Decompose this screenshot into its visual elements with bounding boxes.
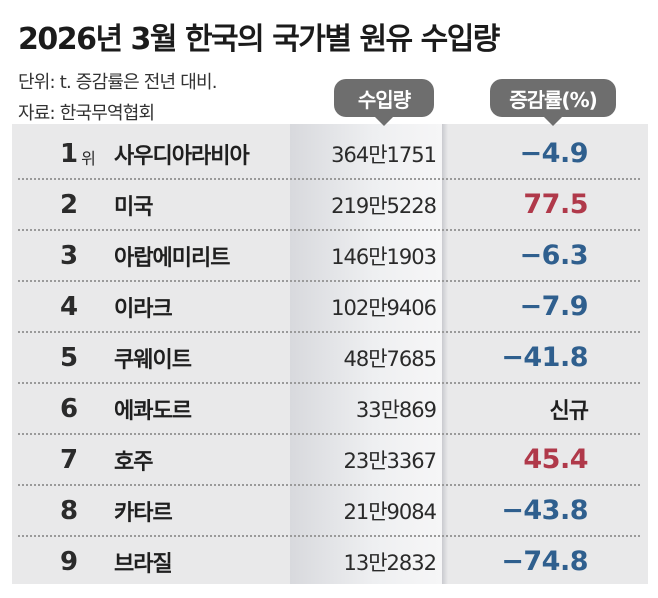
country-cell: 호주 (114, 449, 153, 475)
volume-cell: 102만9406 (331, 295, 437, 320)
growth-cell: 77.5 (523, 189, 588, 220)
volume-cell: 21만9084 (343, 499, 437, 524)
row-separator (18, 229, 640, 231)
country-cell: 사우디아라비아 (114, 143, 250, 169)
rank-suffix: 위 (81, 148, 96, 168)
rank-cell: 4 (60, 281, 78, 332)
growth-cell: −41.8 (501, 342, 588, 373)
rank-number: 7 (60, 444, 79, 475)
volume-cell: 219만5228 (331, 193, 437, 218)
row-separator (18, 331, 640, 333)
country-cell: 쿠웨이트 (114, 347, 192, 373)
rank-number: 6 (60, 393, 79, 424)
rank-number: 4 (60, 291, 79, 322)
row-separator (18, 382, 640, 384)
rank-cell: 8 (60, 485, 78, 536)
growth-cell: 45.4 (523, 444, 588, 475)
growth-cell: −43.8 (501, 495, 588, 526)
country-cell: 카타르 (114, 500, 173, 526)
rank-cell: 6 (60, 383, 78, 434)
volume-column-band (290, 124, 442, 584)
row-separator (18, 535, 640, 537)
rank-number: 3 (60, 240, 79, 271)
volume-cell: 23만3367 (343, 448, 437, 473)
growth-cell: −74.8 (501, 546, 588, 577)
rank-cell: 7 (60, 434, 78, 485)
row-separator (18, 280, 640, 282)
table-row: 5 쿠웨이트 48만7685 −41.8 (12, 332, 648, 383)
rank-number: 5 (60, 342, 79, 373)
growth-header: 증감률(%) (490, 79, 616, 126)
volume-cell: 146만1903 (331, 244, 437, 269)
growth-cell: −7.9 (519, 291, 589, 322)
volume-header: 수입량 (334, 79, 434, 126)
rank-number: 1 (60, 138, 79, 169)
table-row: 8 카타르 21만9084 −43.8 (12, 485, 648, 536)
growth-cell: −6.3 (519, 240, 589, 271)
volume-cell: 13만2832 (343, 550, 437, 575)
country-cell: 아랍에미리트 (114, 245, 230, 271)
table-row: 4 이라크 102만9406 −7.9 (12, 281, 648, 332)
table-row: 1 위 사우디아라비아 364만1751 −4.9 (12, 128, 648, 179)
country-cell: 에콰도르 (114, 398, 192, 424)
country-cell: 브라질 (114, 551, 173, 577)
volume-column-shadow (442, 124, 448, 584)
unit-note: 단위: t. 증감률은 전년 대비. (18, 72, 217, 93)
volume-cell: 364만1751 (331, 142, 437, 167)
growth-cell: 신규 (549, 398, 589, 424)
rank-number: 9 (60, 546, 79, 577)
rank-cell: 3 (60, 230, 78, 281)
row-separator (18, 178, 640, 180)
volume-cell: 33만869 (355, 397, 437, 422)
row-separator (18, 433, 640, 435)
row-separator (18, 484, 640, 486)
rank-number: 2 (60, 189, 79, 220)
rank-cell: 5 (60, 332, 78, 383)
table-row: 7 호주 23만3367 45.4 (12, 434, 648, 485)
country-cell: 이라크 (114, 296, 173, 322)
growth-cell: −4.9 (519, 138, 589, 169)
country-cell: 미국 (114, 194, 153, 220)
rank-number: 8 (60, 495, 79, 526)
rank-cell: 2 (60, 179, 78, 230)
table-row: 6 에콰도르 33만869 신규 (12, 383, 648, 434)
rank-cell: 9 (60, 536, 78, 587)
table-row: 2 미국 219만5228 77.5 (12, 179, 648, 230)
source-note: 자료: 한국무역협회 (18, 103, 155, 124)
table-row: 9 브라질 13만2832 −74.8 (12, 536, 648, 587)
table-row: 3 아랍에미리트 146만1903 −6.3 (12, 230, 648, 281)
volume-cell: 48만7685 (343, 346, 437, 371)
chart-title: 2026년 3월 한국의 국가별 원유 수입량 (18, 22, 500, 57)
